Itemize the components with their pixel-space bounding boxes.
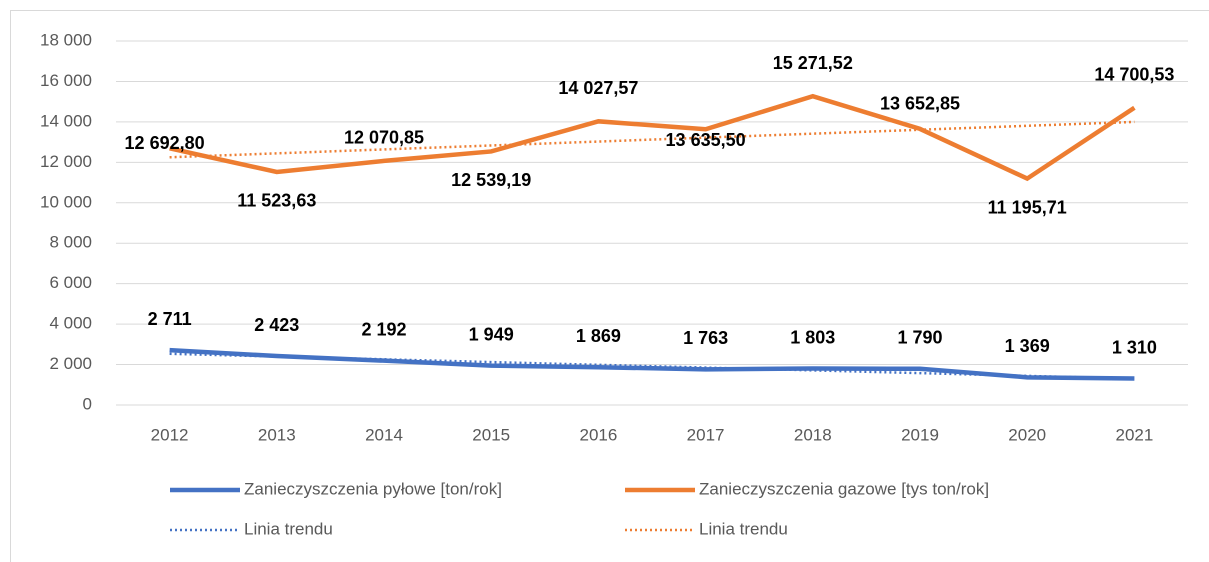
y-tick-label: 4 000: [49, 314, 92, 333]
y-tick-label: 14 000: [40, 111, 92, 130]
chart-border: [10, 10, 1209, 562]
x-tick-label: 2014: [365, 425, 403, 444]
trend-line: [169, 120, 1135, 159]
value-label: 1 949: [469, 324, 514, 344]
value-label: 12 070,85: [344, 128, 424, 148]
legend-label: Zanieczyszczenia gazowe [tys ton/rok]: [699, 479, 989, 498]
value-label: 14 027,57: [558, 78, 638, 98]
legend-label: Linia trendu: [699, 519, 788, 538]
value-label: 12 692,80: [125, 133, 205, 153]
value-label: 13 652,85: [880, 94, 960, 114]
value-label: 1 869: [576, 326, 621, 346]
x-tick-label: 2017: [687, 425, 725, 444]
value-label: 2 711: [148, 309, 192, 329]
x-tick-label: 2013: [258, 425, 296, 444]
x-tick-label: 2018: [794, 425, 832, 444]
value-label: 13 635,50: [666, 130, 746, 150]
value-label: 1 369: [1005, 336, 1050, 356]
value-label: 11 523,63: [237, 191, 316, 211]
x-tick-label: 2016: [579, 425, 617, 444]
legend-label: Linia trendu: [244, 519, 333, 538]
x-tick-label: 2015: [472, 425, 510, 444]
y-tick-label: 0: [83, 394, 92, 413]
value-label: 15 271,52: [773, 53, 853, 73]
value-label: 11 195,71: [988, 197, 1067, 217]
value-label: 1 803: [790, 327, 835, 347]
y-tick-label: 8 000: [49, 233, 92, 252]
x-tick-label: 2019: [901, 425, 939, 444]
y-tick-label: 10 000: [40, 192, 92, 211]
value-label: 2 423: [254, 315, 299, 335]
value-label: 14 700,53: [1094, 64, 1174, 84]
x-tick-label: 2020: [1008, 425, 1046, 444]
y-tick-label: 2 000: [49, 354, 92, 373]
legend-label: Zanieczyszczenia pyłowe [ton/rok]: [244, 479, 502, 498]
x-tick-label: 2012: [151, 425, 189, 444]
x-tick-label: 2021: [1115, 425, 1153, 444]
value-label: 2 192: [361, 319, 406, 339]
series-line: [169, 93, 1136, 182]
y-tick-label: 16 000: [40, 71, 92, 90]
value-label: 1 790: [897, 328, 942, 348]
value-label: 1 763: [683, 328, 728, 348]
value-label: 1 310: [1112, 337, 1157, 357]
y-tick-label: 18 000: [40, 30, 92, 49]
value-label: 12 539,19: [451, 170, 531, 190]
y-tick-label: 12 000: [40, 152, 92, 171]
y-tick-label: 6 000: [49, 273, 92, 292]
trend-line: [169, 352, 1135, 380]
